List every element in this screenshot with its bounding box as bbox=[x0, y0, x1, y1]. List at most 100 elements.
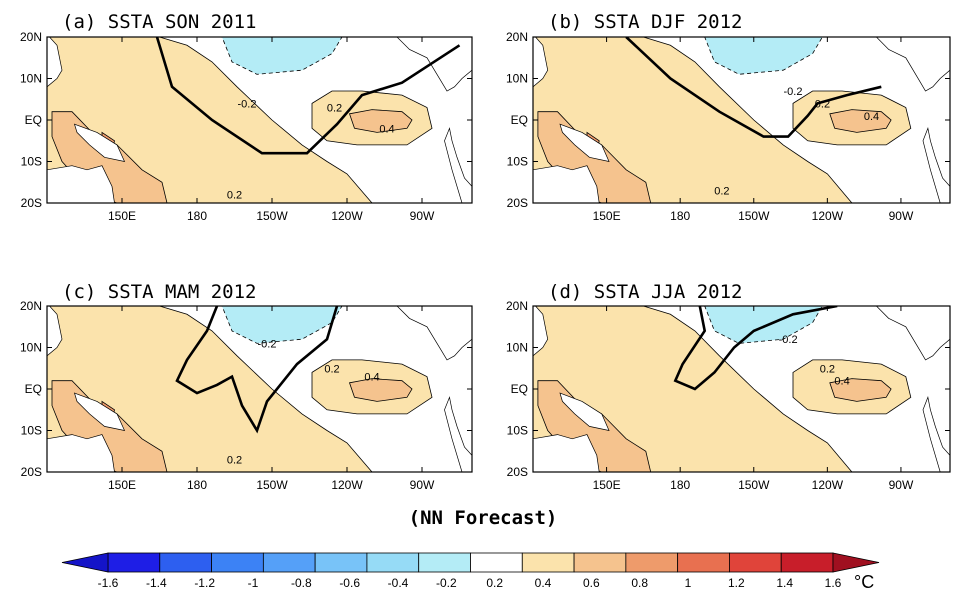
warm-anomaly-east-core bbox=[348, 109, 413, 133]
colorbar-tick-label: 0.4 bbox=[535, 576, 552, 590]
colorbar-tick-label: 1.2 bbox=[728, 576, 745, 590]
colorbar-swatch bbox=[677, 552, 730, 573]
lon-label: 150E bbox=[593, 209, 621, 223]
lon-label: 150E bbox=[593, 478, 621, 492]
zero-contour bbox=[155, 37, 461, 155]
colorbar-swatch bbox=[107, 552, 161, 573]
land-mass bbox=[533, 37, 549, 88]
contour-label: 0.4 bbox=[379, 123, 394, 135]
lat-label: 20S bbox=[21, 465, 42, 479]
colorbar: -1.6 -1.4 -1.2 -1 -0.8 -0.6 -0.4 -0.2 0.2 0.4 0.6 0… bbox=[61, 552, 880, 592]
land-mass bbox=[73, 392, 126, 431]
map-area: -0.2 0.2 0.4 0.2 bbox=[47, 37, 472, 203]
land-mass bbox=[444, 396, 472, 472]
contour-label: 0.2 bbox=[227, 455, 242, 467]
contour-label: 0.4 bbox=[834, 376, 849, 388]
lon-label: 180 bbox=[670, 209, 690, 223]
contour-label: 0.4 bbox=[364, 372, 379, 384]
lat-label: 20S bbox=[507, 465, 528, 479]
colorbar-swatch bbox=[521, 552, 575, 573]
land-mass bbox=[559, 123, 610, 162]
lon-label: 120W bbox=[331, 478, 363, 492]
cool-anomaly-region bbox=[221, 306, 343, 344]
lon-label: 150W bbox=[738, 209, 770, 223]
lat-label: 20N bbox=[20, 30, 42, 44]
cool-anomaly-region bbox=[704, 37, 823, 75]
colorbar-over-arrow bbox=[832, 552, 880, 573]
land-mass bbox=[444, 127, 472, 203]
colorbar-tick-label: -1.6 bbox=[98, 576, 119, 590]
lat-label: EQ bbox=[511, 113, 528, 127]
contour-label: -0.2 bbox=[779, 334, 798, 346]
map-area: -0.2 0.2 0.4 0.2 bbox=[533, 37, 950, 203]
land-mass bbox=[875, 37, 950, 92]
colorbar-swatch bbox=[573, 552, 627, 573]
lat-label: 10S bbox=[21, 424, 42, 438]
lon-label: 90W bbox=[410, 478, 435, 492]
land-mass bbox=[73, 123, 126, 162]
lat-label: 10N bbox=[20, 341, 42, 355]
warm-anomaly-east-core bbox=[829, 378, 892, 402]
colorbar-tick-label: 0.2 bbox=[486, 576, 503, 590]
land-mass bbox=[922, 396, 950, 472]
colorbar-tick-label: 1 bbox=[685, 576, 692, 590]
land-mass bbox=[47, 165, 115, 203]
colorbar-swatch bbox=[159, 552, 212, 573]
lon-label: 180 bbox=[670, 478, 690, 492]
lat-label: 20N bbox=[506, 299, 528, 313]
contour-label: 0.2 bbox=[815, 98, 830, 110]
colorbar-unit: °C bbox=[854, 572, 874, 592]
land-mass bbox=[559, 392, 610, 431]
panel-c: (c) SSTA MAM 2012 -0.2 0.2 0.4 0.2 150E 180 150… bbox=[20, 281, 473, 492]
colorbar-swatch bbox=[314, 552, 368, 573]
zero-contour bbox=[625, 37, 882, 138]
cool-anomaly-region bbox=[221, 37, 343, 75]
warm-anomaly-east-core bbox=[348, 378, 413, 402]
panel-title: (a) SSTA SON 2011 bbox=[62, 11, 256, 33]
panel-title: (d) SSTA JJA 2012 bbox=[548, 281, 742, 303]
contour-label: 0.2 bbox=[227, 190, 242, 202]
lat-label: 10S bbox=[507, 155, 528, 169]
land-mass bbox=[533, 306, 549, 357]
colorbar-tick-label: -1 bbox=[248, 576, 259, 590]
colorbar-swatch bbox=[625, 552, 679, 573]
zero-contour bbox=[175, 306, 339, 434]
land-mass bbox=[47, 306, 63, 357]
colorbar-tick-label: 0.8 bbox=[631, 576, 648, 590]
land-mass bbox=[533, 434, 600, 472]
land-mass bbox=[533, 165, 600, 203]
colorbar-tick-label: -0.4 bbox=[388, 576, 409, 590]
land-mass bbox=[47, 434, 115, 472]
contour-label: 0.2 bbox=[714, 186, 729, 198]
warm-anomaly-east-core bbox=[829, 109, 892, 133]
contour-label: 0.4 bbox=[864, 111, 879, 123]
lon-label: 90W bbox=[889, 209, 914, 223]
panel-b: (b) SSTA DJF 2012 -0.2 0.2 0.4 0.2 150E 180 150… bbox=[506, 11, 951, 223]
map-area: -0.2 0.20.4 bbox=[533, 306, 950, 472]
land-mass bbox=[875, 306, 950, 361]
contour-label: -0.2 bbox=[258, 338, 277, 350]
panel-a: (a) SSTA SON 2011 -0.2 0.2 0.4 0.2 150E 180 150… bbox=[20, 11, 473, 223]
contour-label: 0.2 bbox=[820, 363, 835, 375]
lon-label: 150E bbox=[108, 209, 136, 223]
contour-label: 0.2 bbox=[327, 103, 342, 115]
lat-label: EQ bbox=[25, 113, 42, 127]
forecast-label: (NN Forecast) bbox=[409, 507, 558, 529]
lon-label: 180 bbox=[187, 478, 207, 492]
colorbar-tick-label: -0.6 bbox=[339, 576, 360, 590]
lat-label: 20S bbox=[507, 196, 528, 210]
lat-label: 20S bbox=[21, 196, 42, 210]
colorbar-tick-label: -1.4 bbox=[146, 576, 167, 590]
colorbar-tick-label: -1.2 bbox=[194, 576, 215, 590]
land-mass bbox=[47, 37, 63, 88]
colorbar-tick-label: 1.6 bbox=[825, 576, 842, 590]
lon-label: 90W bbox=[410, 209, 435, 223]
lon-label: 150E bbox=[108, 478, 136, 492]
contour-label: -0.2 bbox=[238, 98, 257, 110]
land-mass bbox=[922, 127, 950, 203]
colorbar-swatch bbox=[418, 552, 471, 573]
colorbar-swatch bbox=[366, 552, 420, 573]
land-mass bbox=[396, 306, 472, 361]
zero-contour bbox=[673, 306, 838, 391]
